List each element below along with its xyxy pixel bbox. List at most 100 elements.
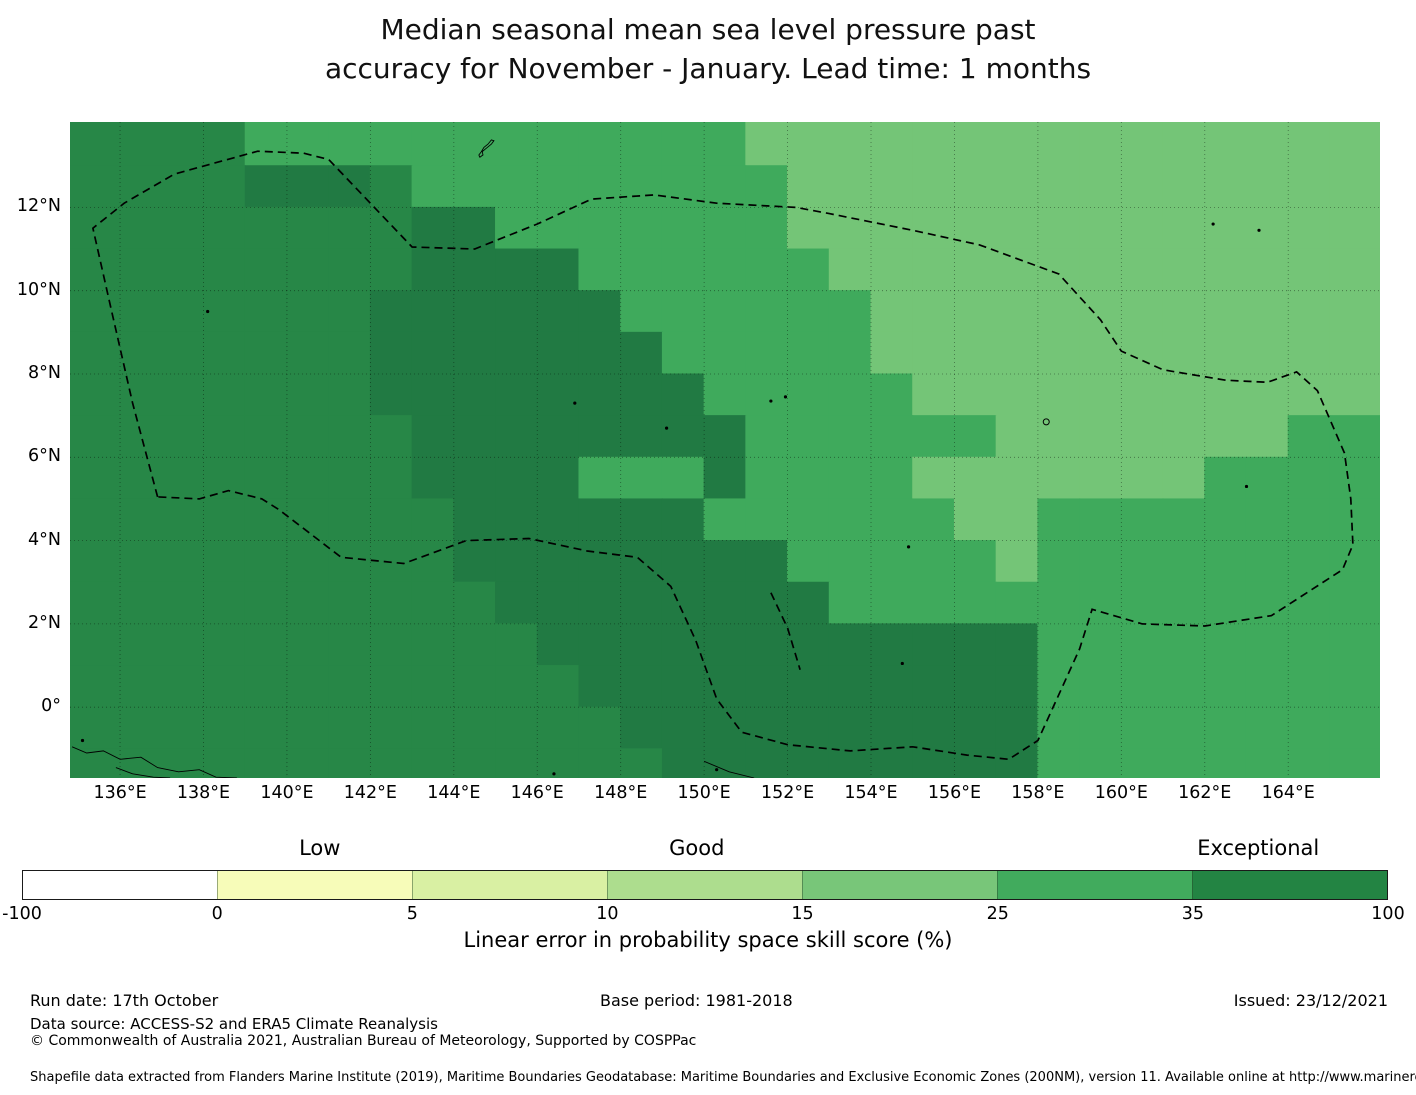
map-cell — [828, 498, 872, 542]
map-cell — [578, 206, 622, 250]
map-cell — [1204, 706, 1247, 750]
map-cell — [661, 331, 705, 375]
map-cell — [870, 706, 914, 750]
map-cell — [161, 248, 205, 292]
map-cell — [1287, 290, 1331, 333]
x-axis-tick-label: 142°E — [343, 783, 397, 803]
map-cell — [620, 581, 663, 625]
map-cell — [953, 665, 997, 708]
map-cell — [70, 581, 121, 625]
map-cell — [1079, 122, 1122, 167]
map-cell — [1204, 206, 1247, 250]
map-cell — [995, 748, 1039, 778]
map-cell — [203, 665, 246, 708]
map-cell — [119, 331, 163, 375]
island-dot — [573, 401, 577, 405]
map-cell — [995, 623, 1039, 667]
map-cell — [1079, 206, 1122, 250]
map-cell — [411, 706, 455, 750]
y-axis-tick-label: 6°N — [28, 446, 61, 467]
map-cell — [453, 456, 497, 500]
map-cell — [787, 122, 830, 167]
map-cell — [536, 165, 580, 208]
map-cell — [703, 581, 747, 625]
map-cell — [620, 623, 663, 667]
map-cell — [411, 122, 455, 167]
map-cell — [828, 165, 872, 208]
map-cell — [745, 331, 789, 375]
map-cell — [1329, 206, 1380, 250]
map-cell — [286, 540, 330, 583]
map-cell — [286, 665, 330, 708]
map-cell — [203, 498, 246, 542]
island-dot — [206, 309, 210, 314]
map-cell — [536, 665, 580, 708]
colorbar-tick-label: 0 — [211, 904, 223, 924]
map-cell — [828, 665, 872, 708]
map-cell — [1037, 122, 1081, 167]
map-cell — [495, 581, 538, 625]
map-cell — [1037, 540, 1081, 583]
map-cell — [787, 748, 830, 778]
map-cell — [536, 456, 580, 500]
map-cell — [119, 122, 163, 167]
island-dot — [1257, 228, 1261, 232]
map-cell — [1329, 331, 1380, 375]
map-cell — [495, 373, 538, 417]
shapefile-attribution-text: Shapefile data extracted from Flanders M… — [30, 1070, 1416, 1085]
map-cell — [661, 498, 705, 542]
map-cell — [870, 540, 914, 583]
map-cell — [578, 581, 622, 625]
map-cell — [203, 748, 246, 778]
map-cell — [1162, 623, 1206, 667]
map-cell — [1204, 290, 1247, 333]
map-cell — [912, 748, 955, 778]
map-cell — [70, 748, 121, 778]
copyright-text: © Commonwealth of Australia 2021, Austra… — [30, 1033, 697, 1049]
map-cell — [161, 498, 205, 542]
map-cell — [703, 498, 747, 542]
map-cell — [536, 623, 580, 667]
x-axis-tick-label: 156°E — [927, 783, 982, 803]
island-dot — [552, 772, 556, 776]
map-cell — [870, 290, 914, 333]
map-cell — [286, 122, 330, 167]
map-cell — [453, 706, 497, 750]
eez-boundary — [91, 150, 1354, 761]
map-cell — [1329, 456, 1380, 500]
x-axis-tick-label: 146°E — [510, 783, 564, 803]
map-cell — [1287, 165, 1331, 208]
map-cell — [328, 748, 371, 778]
map-cell — [328, 248, 371, 292]
map-cell — [870, 373, 914, 417]
map-cell — [1287, 498, 1331, 542]
y-axis-tick-label: 0° — [41, 696, 61, 717]
map-cell — [703, 248, 747, 292]
map-cell — [1287, 540, 1331, 583]
map-cell — [870, 122, 914, 167]
island-dot — [664, 426, 669, 430]
island-dot — [769, 399, 773, 403]
map-cell — [995, 706, 1039, 750]
map-cell — [1245, 623, 1289, 667]
map-cell — [495, 122, 538, 167]
colorbar-tick-label: 35 — [1181, 904, 1204, 924]
map-cell — [1120, 165, 1164, 208]
map-cell — [1162, 498, 1206, 542]
map-cell — [244, 665, 288, 708]
map-cell — [620, 122, 663, 167]
map-cell — [661, 248, 705, 292]
island-dot — [906, 545, 911, 549]
map-cell — [203, 581, 246, 625]
map-cell — [828, 456, 872, 500]
map-cell — [1037, 248, 1081, 292]
map-cell — [328, 665, 371, 708]
map-cell — [536, 290, 580, 333]
x-axis-tick-label: 148°E — [594, 783, 648, 803]
map-cell — [286, 290, 330, 333]
map-cell — [161, 415, 205, 458]
map-cell — [495, 540, 538, 583]
map-cell — [411, 290, 455, 333]
map-cell — [745, 415, 789, 458]
map-cell — [870, 498, 914, 542]
